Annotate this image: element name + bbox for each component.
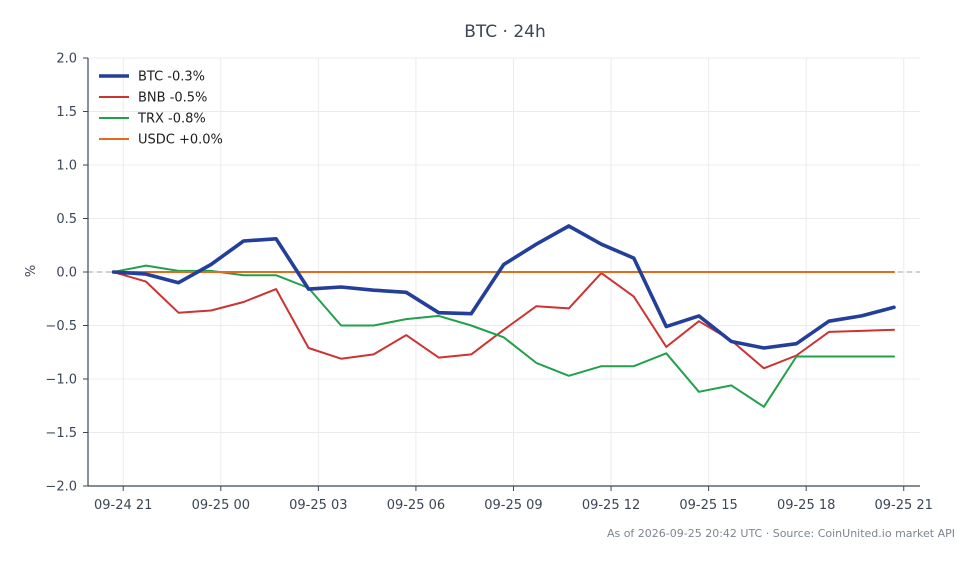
x-tick-label: 09-25 12 (582, 498, 640, 513)
series-line-btc (111, 224, 896, 350)
y-tick-label: 2.0 (56, 52, 77, 67)
y-tick-label: 0.0 (56, 266, 77, 281)
y-tick-label: 1.0 (56, 159, 77, 174)
y-tick-label: 1.5 (56, 105, 77, 120)
footer-source: As of 2026-09-25 20:42 UTC · Source: Coi… (607, 527, 955, 540)
y-tick-label: −2.0 (45, 480, 77, 495)
x-tick-label: 09-25 18 (777, 498, 835, 513)
y-axis: 2.0 1.5 1.0 0.5 0.0 −0.5 −1.0 −1.5 −2.0 (45, 52, 88, 495)
legend-label: BTC -0.3% (138, 70, 205, 85)
legend-label: TRX -0.8% (137, 112, 206, 127)
x-tick-label: 09-25 06 (387, 498, 445, 513)
legend-label: USDC +0.0% (138, 133, 223, 148)
x-tick-label: 09-25 09 (484, 498, 542, 513)
series-line-bnb (112, 271, 895, 370)
chart-title: BTC · 24h (464, 22, 546, 42)
series-lines (111, 224, 896, 408)
x-tick-label: 09-24 21 (94, 498, 152, 513)
y-tick-label: −0.5 (45, 319, 77, 334)
legend: BTC -0.3% BNB -0.5% TRX -0.8% USDC +0.0% (99, 70, 223, 148)
y-tick-label: −1.0 (45, 373, 77, 388)
x-axis: 09-24 21 09-25 00 09-25 03 09-25 06 09-25 09… (94, 486, 933, 513)
x-tick-label: 09-25 21 (875, 498, 933, 513)
legend-label: BNB -0.5% (138, 91, 207, 106)
series-line-trx (112, 264, 895, 408)
y-tick-label: 0.5 (56, 212, 77, 227)
x-tick-label: 09-25 15 (679, 498, 737, 513)
y-tick-label: −1.5 (45, 426, 77, 441)
x-tick-label: 09-25 03 (289, 498, 347, 513)
y-axis-label: % (24, 265, 39, 277)
x-tick-label: 09-25 00 (192, 498, 250, 513)
